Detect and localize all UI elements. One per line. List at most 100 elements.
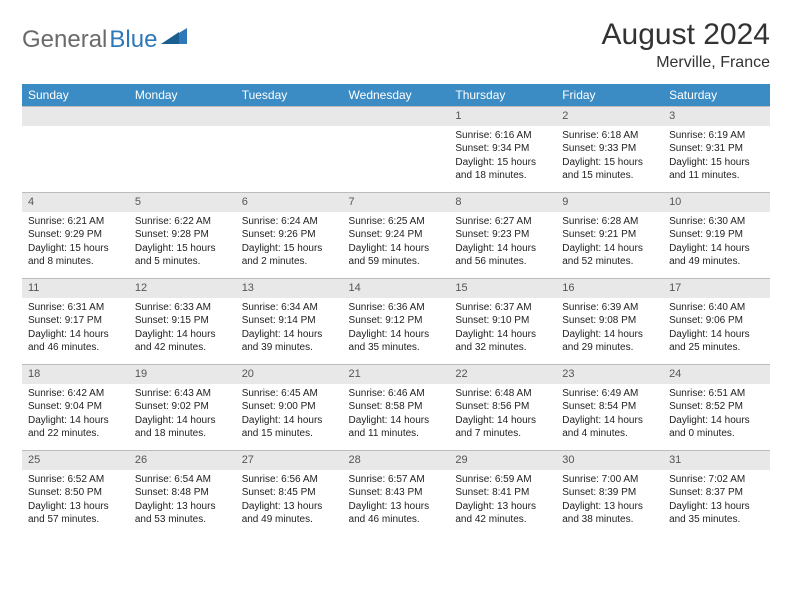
calendar-cell: 18Sunrise: 6:42 AMSunset: 9:04 PMDayligh… [22, 364, 129, 450]
day-line: and 25 minutes. [669, 341, 764, 355]
day-line: Sunrise: 6:33 AM [135, 301, 230, 315]
location-label: Merville, France [602, 54, 770, 72]
day-line: Sunrise: 6:30 AM [669, 215, 764, 229]
weekday-header: Saturday [663, 84, 770, 106]
day-number: 17 [663, 278, 770, 298]
brand-part1: General [22, 26, 107, 54]
calendar-cell: 25Sunrise: 6:52 AMSunset: 8:50 PMDayligh… [22, 450, 129, 536]
day-line: Sunrise: 6:40 AM [669, 301, 764, 315]
day-line: Daylight: 14 hours [349, 328, 444, 342]
day-line: Sunrise: 6:59 AM [455, 473, 550, 487]
day-line: and 29 minutes. [562, 341, 657, 355]
day-line: Sunrise: 6:27 AM [455, 215, 550, 229]
day-line: and 22 minutes. [28, 427, 123, 441]
day-line: Sunrise: 7:00 AM [562, 473, 657, 487]
day-line: Sunset: 8:48 PM [135, 486, 230, 500]
day-number: 25 [22, 450, 129, 470]
day-number: 2 [556, 106, 663, 126]
weekday-header: Wednesday [343, 84, 450, 106]
day-line: Sunset: 8:43 PM [349, 486, 444, 500]
day-line: Daylight: 14 hours [349, 414, 444, 428]
day-line: Sunrise: 6:21 AM [28, 215, 123, 229]
header-bar: GeneralBlue August 2024 Merville, France [22, 18, 770, 72]
day-line: Sunrise: 6:49 AM [562, 387, 657, 401]
day-number: 20 [236, 364, 343, 384]
day-number: 16 [556, 278, 663, 298]
day-line: Sunrise: 7:02 AM [669, 473, 764, 487]
day-line: Sunset: 9:04 PM [28, 400, 123, 414]
day-number: 19 [129, 364, 236, 384]
day-line: Sunrise: 6:57 AM [349, 473, 444, 487]
day-line: and 52 minutes. [562, 255, 657, 269]
day-line: and 57 minutes. [28, 513, 123, 527]
day-line: Daylight: 14 hours [135, 328, 230, 342]
day-number: 30 [556, 450, 663, 470]
day-line: Sunrise: 6:24 AM [242, 215, 337, 229]
day-body: Sunrise: 7:00 AMSunset: 8:39 PMDaylight:… [556, 470, 663, 531]
day-body: Sunrise: 6:34 AMSunset: 9:14 PMDaylight:… [236, 298, 343, 359]
calendar-cell: 13Sunrise: 6:34 AMSunset: 9:14 PMDayligh… [236, 278, 343, 364]
logo-triangle-icon [161, 23, 187, 51]
day-line: Sunrise: 6:45 AM [242, 387, 337, 401]
calendar-cell: 3Sunrise: 6:19 AMSunset: 9:31 PMDaylight… [663, 106, 770, 192]
weekday-header: Sunday [22, 84, 129, 106]
day-line: Daylight: 15 hours [135, 242, 230, 256]
calendar-cell: 20 Sunrise: 6:45 AMSunset: 9:00 PMDayligh… [236, 364, 343, 450]
month-title: August 2024 [602, 18, 770, 52]
day-line: Sunrise: 6:28 AM [562, 215, 657, 229]
day-line: Daylight: 14 hours [562, 242, 657, 256]
calendar-week-row: 18Sunrise: 6:42 AMSunset: 9:04 PMDayligh… [22, 364, 770, 450]
day-line: Sunset: 9:15 PM [135, 314, 230, 328]
calendar-cell [343, 106, 450, 192]
day-line: Sunrise: 6:36 AM [349, 301, 444, 315]
brand-part2: Blue [109, 26, 157, 54]
day-line: Sunset: 9:00 PM [242, 400, 337, 414]
day-body: Sunrise: 6:51 AMSunset: 8:52 PMDaylight:… [663, 384, 770, 445]
title-block: August 2024 Merville, France [602, 18, 770, 72]
weekday-header: Friday [556, 84, 663, 106]
day-line: Sunset: 8:50 PM [28, 486, 123, 500]
day-line: and 8 minutes. [28, 255, 123, 269]
day-body: Sunrise: 6:21 AMSunset: 9:29 PMDaylight:… [22, 212, 129, 273]
day-line: Sunset: 9:33 PM [562, 142, 657, 156]
day-line: Daylight: 14 hours [28, 414, 123, 428]
day-number: 7 [343, 192, 450, 212]
day-body: Sunrise: 6:18 AMSunset: 9:33 PMDaylight:… [556, 126, 663, 187]
day-line: Sunset: 9:29 PM [28, 228, 123, 242]
day-line: Daylight: 15 hours [455, 156, 550, 170]
day-line: and 15 minutes. [562, 169, 657, 183]
day-line: and 38 minutes. [562, 513, 657, 527]
day-number: 9 [556, 192, 663, 212]
day-line: Daylight: 15 hours [562, 156, 657, 170]
day-body: Sunrise: 6:28 AMSunset: 9:21 PMDaylight:… [556, 212, 663, 273]
day-number: 27 [236, 450, 343, 470]
day-body: Sunrise: 6:36 AMSunset: 9:12 PMDaylight:… [343, 298, 450, 359]
day-line: Sunset: 8:52 PM [669, 400, 764, 414]
day-line: Daylight: 14 hours [135, 414, 230, 428]
day-body: Sunrise: 6:37 AMSunset: 9:10 PMDaylight:… [449, 298, 556, 359]
day-line: Sunrise: 6:56 AM [242, 473, 337, 487]
day-line: and 49 minutes. [242, 513, 337, 527]
calendar-cell [129, 106, 236, 192]
calendar-cell: 2Sunrise: 6:18 AMSunset: 9:33 PMDaylight… [556, 106, 663, 192]
day-line: Daylight: 13 hours [349, 500, 444, 514]
day-line: Daylight: 14 hours [455, 414, 550, 428]
day-line: and 18 minutes. [135, 427, 230, 441]
day-number: 3 [663, 106, 770, 126]
day-line: Sunset: 9:06 PM [669, 314, 764, 328]
calendar-cell: 5Sunrise: 6:22 AMSunset: 9:28 PMDaylight… [129, 192, 236, 278]
day-number: 14 [343, 278, 450, 298]
day-number: 13 [236, 278, 343, 298]
day-line: Daylight: 14 hours [242, 414, 337, 428]
calendar-cell: 31Sunrise: 7:02 AMSunset: 8:37 PMDayligh… [663, 450, 770, 536]
day-number: 29 [449, 450, 556, 470]
day-line: Sunrise: 6:54 AM [135, 473, 230, 487]
calendar-cell: 10Sunrise: 6:30 AMSunset: 9:19 PMDayligh… [663, 192, 770, 278]
day-line: and 15 minutes. [242, 427, 337, 441]
brand-logo: GeneralBlue [22, 26, 187, 54]
day-body: Sunrise: 6:49 AMSunset: 8:54 PMDaylight:… [556, 384, 663, 445]
day-line: and 32 minutes. [455, 341, 550, 355]
day-line: Daylight: 15 hours [242, 242, 337, 256]
day-body: Sunrise: 6:19 AMSunset: 9:31 PMDaylight:… [663, 126, 770, 187]
day-line: and 39 minutes. [242, 341, 337, 355]
